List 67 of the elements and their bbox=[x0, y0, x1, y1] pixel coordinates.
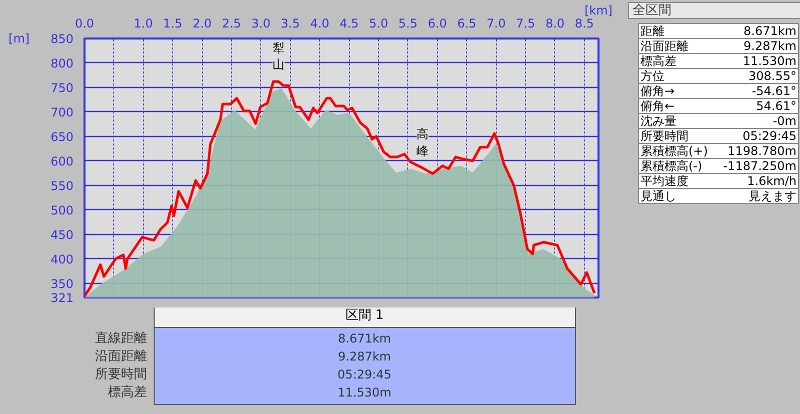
text: 見通し bbox=[640, 189, 676, 203]
text: 9.287km bbox=[338, 350, 391, 364]
text: 8.671km bbox=[744, 24, 797, 38]
x-tick-label: 8.0 bbox=[545, 16, 565, 30]
y-tick-label: 550 bbox=[50, 178, 74, 193]
text: 沿面距離 bbox=[94, 349, 147, 364]
text: 区間 1 bbox=[345, 308, 384, 323]
x-tick-label: 3.5 bbox=[280, 16, 300, 30]
annotation: 高峰 bbox=[416, 126, 429, 158]
x-tick-label: 6.5 bbox=[457, 16, 476, 30]
text: 11.530m bbox=[742, 54, 797, 68]
text: 8.671km bbox=[338, 332, 391, 346]
text: 直線距離 bbox=[94, 331, 147, 346]
text: 1.6km/h bbox=[747, 174, 797, 188]
text: 見えます bbox=[748, 189, 796, 203]
y-tick-label: 750 bbox=[50, 80, 74, 95]
text: 距離 bbox=[640, 24, 664, 38]
text: 方位 bbox=[640, 69, 664, 83]
x-tick-label: 4.0 bbox=[310, 16, 330, 30]
text: 沿面距離 bbox=[640, 39, 688, 53]
x-tick-label: 7.5 bbox=[516, 16, 536, 30]
x-tick-label: 2.5 bbox=[222, 16, 242, 30]
y-tick-label: 450 bbox=[50, 228, 74, 242]
text: 1198.780m bbox=[728, 144, 797, 158]
text: 11.530m bbox=[338, 386, 392, 400]
text: 05:29:45 bbox=[338, 368, 392, 382]
text: 累積標高(-) bbox=[640, 159, 702, 173]
x-tick-label: 1.0 bbox=[134, 16, 153, 30]
text: 9.287km bbox=[744, 39, 797, 53]
x-axis-title: [km] bbox=[584, 4, 613, 18]
x-tick-label: 6.0 bbox=[428, 16, 447, 30]
text: 54.61° bbox=[756, 99, 797, 113]
annotation: 犁山 bbox=[272, 40, 285, 72]
x-tick-label: 7.0 bbox=[486, 16, 506, 30]
x-tick-label: 2.0 bbox=[192, 16, 212, 30]
x-tick-label: 4.5 bbox=[340, 16, 359, 30]
text: 俯角← bbox=[640, 99, 675, 113]
y-tick-label: 500 bbox=[50, 203, 74, 218]
text: 所要時間 bbox=[640, 129, 688, 143]
text: 沈み量 bbox=[640, 114, 676, 128]
x-tick-label: 0.0 bbox=[74, 16, 94, 30]
text: 平均速度 bbox=[640, 174, 688, 188]
text: 所要時間 bbox=[94, 367, 147, 382]
x-tick-label: 1.5 bbox=[163, 16, 182, 30]
y-tick-label: 700 bbox=[50, 105, 74, 120]
x-tick-label: 3.0 bbox=[251, 16, 270, 30]
y-axis-title: [m] bbox=[8, 32, 30, 46]
y-tick-label: 800 bbox=[50, 56, 74, 70]
text: -0m bbox=[772, 114, 796, 128]
y-tick-label: 350 bbox=[50, 276, 74, 291]
text: 標高差 bbox=[640, 54, 676, 68]
y-tick-label: 321 bbox=[50, 291, 74, 305]
x-tick-label: 5.5 bbox=[398, 16, 418, 30]
y-tick-label: 400 bbox=[50, 252, 74, 266]
text: 累積標高(+) bbox=[640, 144, 708, 158]
text: 標高差 bbox=[108, 384, 147, 400]
text: -54.61° bbox=[752, 84, 797, 98]
text: 308.55° bbox=[748, 69, 797, 83]
text: 05:29:45 bbox=[742, 129, 797, 143]
x-tick-label: 5.0 bbox=[369, 16, 388, 30]
text: 全区間 bbox=[632, 3, 672, 18]
y-tick-label: 850 bbox=[50, 32, 74, 46]
text: 俯角→ bbox=[640, 84, 675, 98]
y-tick-label: 650 bbox=[50, 130, 74, 144]
y-tick-label: 600 bbox=[50, 154, 74, 168]
x-tick-label: 8.5 bbox=[574, 16, 594, 30]
text: -1187.250m bbox=[723, 159, 797, 173]
